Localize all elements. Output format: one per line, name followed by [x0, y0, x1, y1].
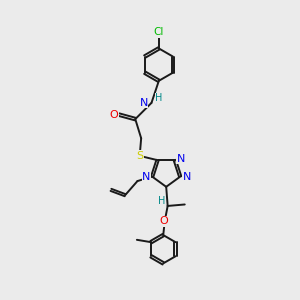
Text: N: N: [140, 98, 148, 108]
Text: H: H: [155, 94, 162, 103]
Text: N: N: [176, 154, 185, 164]
Text: Cl: Cl: [154, 27, 164, 37]
Text: O: O: [110, 110, 118, 120]
Text: N: N: [142, 172, 151, 182]
Text: H: H: [158, 196, 165, 206]
Text: S: S: [136, 151, 143, 161]
Text: N: N: [182, 172, 191, 182]
Text: O: O: [159, 216, 168, 226]
